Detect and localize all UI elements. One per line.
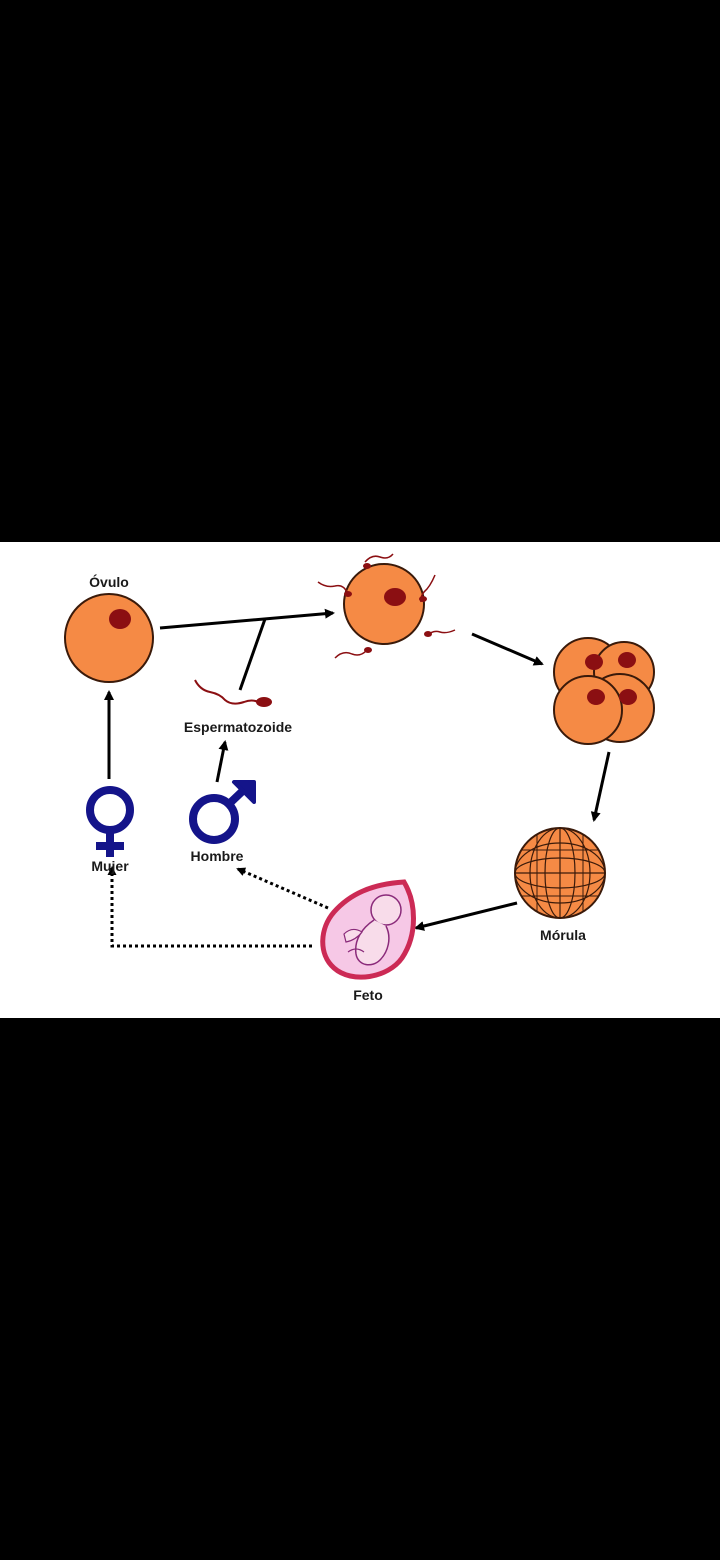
sperm bbox=[194, 679, 272, 707]
arrow-zygote-to-cleavage bbox=[471, 632, 544, 666]
arrow-cleavage-to-morula bbox=[590, 751, 611, 822]
arrow-fetus-to-hombre bbox=[236, 867, 329, 910]
fertilized-egg bbox=[317, 553, 456, 659]
morula bbox=[514, 827, 606, 919]
label-ovulo: Óvulo bbox=[89, 573, 129, 590]
four-cell-stage bbox=[553, 637, 655, 745]
male-symbol-icon bbox=[189, 780, 256, 844]
ovum bbox=[64, 593, 154, 683]
fetus bbox=[320, 879, 416, 980]
life-cycle-diagram: Óvulo Espermatozoide bbox=[0, 542, 720, 1018]
arrow-hombre-to-sperm bbox=[215, 740, 229, 783]
female-symbol-icon bbox=[86, 786, 134, 857]
arrow-ovum-to-fertilization bbox=[159, 608, 335, 630]
label-espermatozoide: Espermatozoide bbox=[184, 719, 292, 735]
label-feto: Feto bbox=[353, 987, 383, 1003]
diagram-canvas: Óvulo Espermatozoide bbox=[64, 553, 655, 1003]
arrow-morula-to-fetus bbox=[414, 901, 518, 931]
label-mujer: Mujer bbox=[91, 858, 129, 874]
label-hombre: Hombre bbox=[191, 848, 244, 864]
arrow-fetus-to-mujer bbox=[107, 866, 312, 948]
arrow-sperm-join bbox=[238, 618, 267, 691]
label-morula: Mórula bbox=[540, 927, 586, 943]
